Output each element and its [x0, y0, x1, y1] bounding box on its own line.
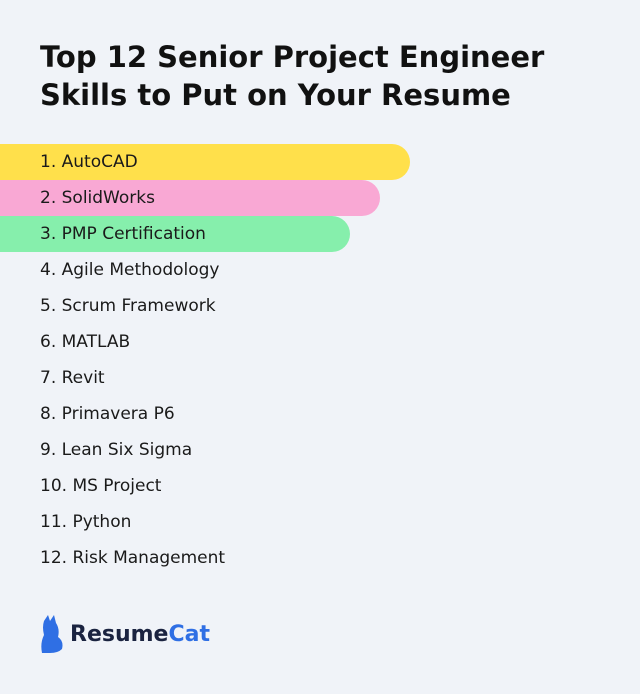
skill-item: 12. Risk Management [40, 548, 226, 568]
logo: ResumeCat [40, 615, 210, 653]
title: Top 12 Senior Project Engineer Skills to… [40, 40, 545, 112]
skill-item: 4. Agile Methodology [40, 260, 220, 280]
logo-icon [41, 615, 63, 653]
skill-item: 5. Scrum Framework [40, 296, 216, 316]
skill-item: 9. Lean Six Sigma [40, 440, 193, 460]
skill-item: 2. SolidWorks [0, 180, 380, 216]
skill-item: 11. Python [40, 512, 132, 532]
skill-item: 8. Primavera P6 [40, 404, 175, 424]
skill-item: 6. MATLAB [40, 332, 131, 352]
skill-item: 7. Revit [40, 368, 105, 388]
skill-item: 3. PMP Certification [0, 216, 350, 252]
logo-part2: Cat [168, 621, 210, 647]
skill-item: 10. MS Project [40, 476, 162, 496]
logo-part1: Resume [70, 621, 169, 647]
skill-item: 1. AutoCAD [0, 144, 410, 180]
logo-text: ResumeCat [70, 622, 210, 647]
